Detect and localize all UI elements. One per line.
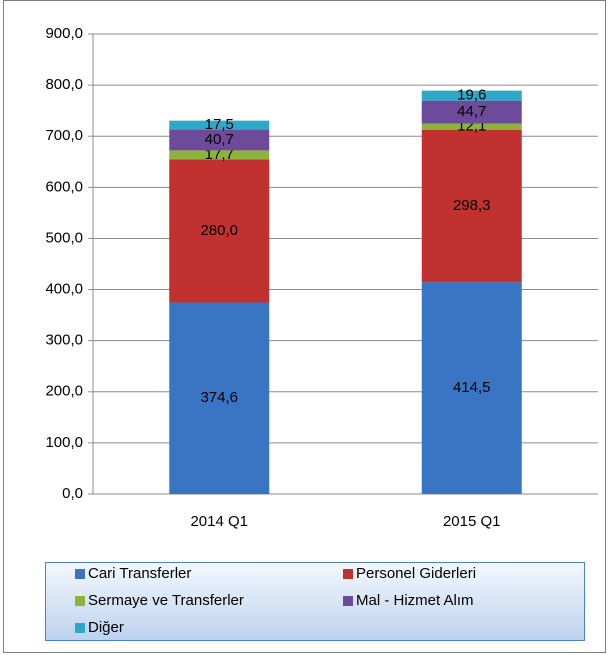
legend-swatch (75, 623, 85, 633)
legend-label: Diğer (88, 619, 124, 636)
y-tick-label: 900,0 (45, 25, 83, 42)
y-tick-label: 100,0 (45, 434, 83, 451)
bar-segment (169, 159, 270, 303)
bar-segment (169, 120, 270, 130)
y-tick-label: 0,0 (62, 485, 83, 502)
bar-segment (169, 302, 270, 494)
y-tick-label: 200,0 (45, 383, 83, 400)
legend-swatch (75, 569, 85, 579)
data-label: 40,7 (205, 131, 234, 148)
bar-segment (169, 129, 270, 151)
y-tick-label: 400,0 (45, 281, 83, 298)
legend-label: Personel Giderleri (356, 565, 476, 582)
bar-segment (421, 129, 522, 283)
bar-segment (421, 100, 522, 124)
data-label: 298,3 (453, 197, 491, 214)
legend-box (45, 562, 585, 641)
bar-segment (421, 123, 522, 130)
data-label: 19,6 (457, 87, 486, 104)
legend-label: Mal - Hizmet Alım (356, 592, 474, 609)
data-label: 17,5 (205, 116, 234, 133)
legend-label: Sermaye ve Transferler (88, 592, 244, 609)
bar-segment (169, 150, 270, 160)
y-tick-label: 300,0 (45, 332, 83, 349)
y-tick-label: 700,0 (45, 127, 83, 144)
legend-swatch (75, 596, 85, 606)
legend-swatch (343, 596, 353, 606)
bar-segment (421, 282, 522, 494)
y-tick-label: 500,0 (45, 229, 83, 246)
bar-segment (421, 90, 522, 101)
y-tick-label: 600,0 (45, 178, 83, 195)
data-label: 280,0 (200, 222, 238, 239)
x-tick-label: 2015 Q1 (443, 513, 501, 530)
legend-swatch (343, 569, 353, 579)
data-label: 44,7 (457, 103, 486, 120)
y-tick-label: 800,0 (45, 76, 83, 93)
data-label: 374,6 (200, 389, 238, 406)
legend-label: Cari Transferler (88, 565, 191, 582)
x-tick-label: 2014 Q1 (190, 513, 248, 530)
data-label: 414,5 (453, 379, 491, 396)
